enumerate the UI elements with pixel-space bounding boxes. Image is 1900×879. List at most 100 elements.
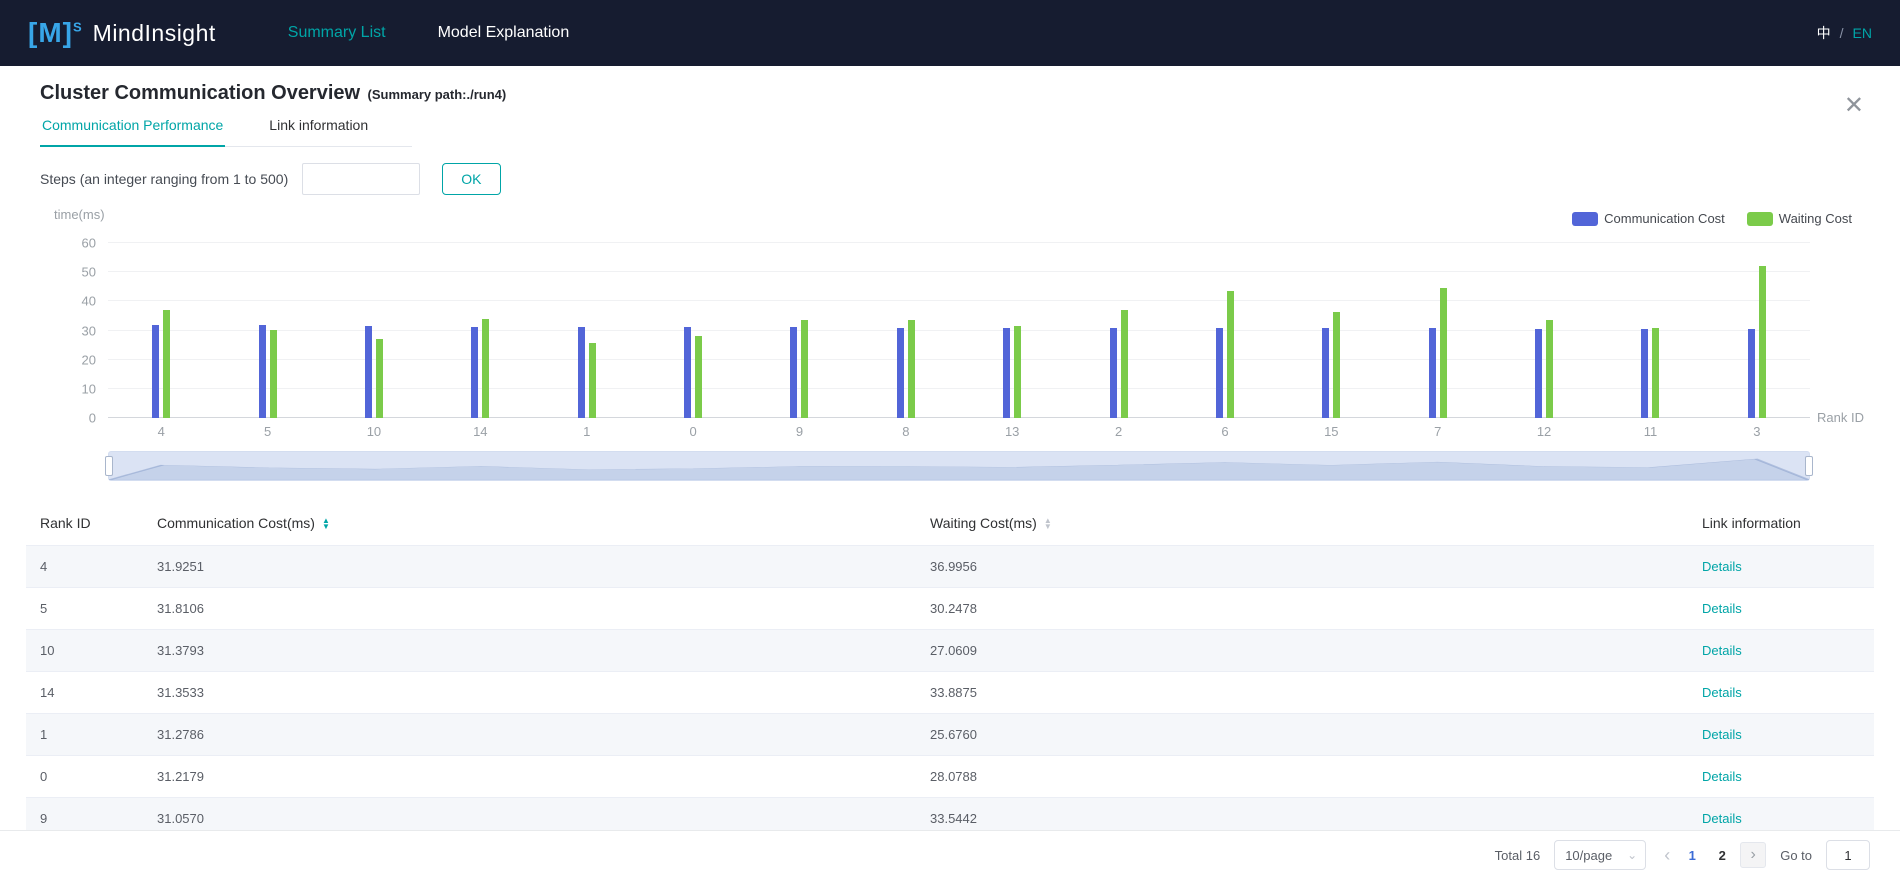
language-switcher: 中 / EN — [1817, 23, 1872, 43]
x-tick-label: 1 — [534, 424, 640, 439]
datazoom-selected-range[interactable] — [109, 452, 1809, 480]
steps-input[interactable] — [302, 163, 420, 195]
cell-wait: 30.2478 — [930, 587, 1702, 629]
bar-group-rank-12 — [1491, 243, 1597, 418]
bar-group-rank-4 — [108, 243, 214, 418]
bar-communication-cost — [365, 326, 372, 418]
sort-icon[interactable]: ▲▼ — [322, 518, 330, 530]
x-tick-label: 11 — [1597, 424, 1703, 439]
y-tick-label: 30 — [82, 323, 96, 338]
sort-desc-icon: ▼ — [1044, 524, 1052, 530]
table-row: 1031.379327.0609Details — [26, 629, 1874, 671]
bar-waiting-cost — [376, 339, 383, 418]
x-tick-label: 5 — [214, 424, 320, 439]
x-tick-label: 6 — [1172, 424, 1278, 439]
page-number-2[interactable]: 2 — [1710, 848, 1734, 863]
legend-item-communication-cost[interactable]: Communication Cost — [1572, 211, 1725, 226]
bar-group-rank-9 — [746, 243, 852, 418]
y-tick-label: 40 — [82, 294, 96, 309]
details-link[interactable]: Details — [1702, 727, 1742, 742]
legend-label: Communication Cost — [1604, 211, 1725, 226]
datazoom-left-handle[interactable] — [105, 456, 113, 476]
tab-link-information[interactable]: Link information — [267, 117, 370, 146]
legend-item-waiting-cost[interactable]: Waiting Cost — [1747, 211, 1852, 226]
prev-page-icon[interactable]: ‹ — [1660, 845, 1674, 866]
bar-group-rank-6 — [1172, 243, 1278, 418]
cell-wait: 33.8875 — [930, 671, 1702, 713]
legend-label: Waiting Cost — [1779, 211, 1852, 226]
table-row: 1431.353333.8875Details — [26, 671, 1874, 713]
lang-zh-toggle[interactable]: 中 — [1817, 23, 1831, 43]
column-header-rank-id: Rank ID — [26, 501, 157, 545]
cell-wait: 27.0609 — [930, 629, 1702, 671]
nav-tab-model-explanation[interactable]: Model Explanation — [412, 0, 596, 66]
table-row: 431.925136.9956Details — [26, 545, 1874, 587]
details-link[interactable]: Details — [1702, 811, 1742, 826]
bar-communication-cost — [1641, 329, 1648, 418]
page-number-1[interactable]: 1 — [1680, 848, 1704, 863]
bar-group-rank-10 — [321, 243, 427, 418]
mindinsight-logo-icon: [M]S — [28, 17, 83, 49]
bar-group-rank-0 — [640, 243, 746, 418]
close-icon[interactable]: ✕ — [1844, 94, 1864, 118]
table-body: 431.925136.9956Details531.810630.2478Det… — [26, 545, 1874, 839]
tab-communication-performance[interactable]: Communication Performance — [40, 117, 225, 147]
datazoom-slider[interactable] — [108, 451, 1810, 481]
bar-communication-cost — [1322, 328, 1329, 418]
column-header-link-information: Link information — [1702, 501, 1874, 545]
details-link[interactable]: Details — [1702, 685, 1742, 700]
logo-text: [M] — [28, 17, 73, 48]
cell-link: Details — [1702, 713, 1874, 755]
cell-link: Details — [1702, 629, 1874, 671]
bar-waiting-cost — [482, 319, 489, 418]
next-page-icon[interactable]: › — [1740, 842, 1766, 868]
app-root: { "colors": { "accent_teal": "#00a5a7", … — [0, 0, 1900, 879]
pager-pages: 12 — [1680, 848, 1734, 863]
cell-rank: 0 — [26, 755, 157, 797]
x-tick-label: 13 — [959, 424, 1065, 439]
cell-rank: 4 — [26, 545, 157, 587]
nav-tab-summary-list[interactable]: Summary List — [262, 0, 412, 66]
details-link[interactable]: Details — [1702, 769, 1742, 784]
page-size-select[interactable]: 10/page ⌄ — [1554, 840, 1646, 870]
lang-en-toggle[interactable]: EN — [1853, 25, 1872, 41]
goto-page-input[interactable] — [1826, 840, 1870, 870]
column-header-communication-cost-ms[interactable]: Communication Cost(ms)▲▼ — [157, 501, 930, 545]
steps-filter-row: Steps (an integer ranging from 1 to 500)… — [40, 163, 1860, 195]
x-tick-label: 8 — [853, 424, 959, 439]
bar-communication-cost — [152, 325, 159, 418]
brand-name: MindInsight — [93, 20, 216, 47]
details-link[interactable]: Details — [1702, 601, 1742, 616]
y-tick-label: 50 — [82, 265, 96, 280]
cell-comm: 31.2179 — [157, 755, 930, 797]
bar-waiting-cost — [1652, 328, 1659, 418]
x-tick-label: 12 — [1491, 424, 1597, 439]
navbar-tabs: Summary ListModel Explanation — [262, 0, 595, 66]
column-label: Waiting Cost(ms) — [930, 515, 1037, 531]
cell-link: Details — [1702, 545, 1874, 587]
page-size-value: 10/page — [1565, 848, 1612, 863]
cell-rank: 1 — [26, 713, 157, 755]
column-label: Rank ID — [40, 515, 91, 531]
cell-link: Details — [1702, 587, 1874, 629]
bar-communication-cost — [1216, 328, 1223, 418]
details-link[interactable]: Details — [1702, 559, 1742, 574]
cell-comm: 31.3533 — [157, 671, 930, 713]
cell-comm: 31.8106 — [157, 587, 930, 629]
pager: ‹ 12 › — [1660, 842, 1766, 868]
details-link[interactable]: Details — [1702, 643, 1742, 658]
chart-legend: Communication Cost Waiting Cost — [1572, 211, 1852, 226]
x-tick-label: 2 — [1065, 424, 1171, 439]
sort-icon[interactable]: ▲▼ — [1044, 518, 1052, 530]
table-row: 031.217928.0788Details — [26, 755, 1874, 797]
bar-communication-cost — [790, 327, 797, 418]
bar-waiting-cost — [908, 320, 915, 418]
ok-button[interactable]: OK — [442, 163, 500, 195]
bar-group-rank-3 — [1704, 243, 1810, 418]
column-header-waiting-cost-ms[interactable]: Waiting Cost(ms) ▲▼ — [930, 501, 1702, 545]
bar-groups — [108, 243, 1810, 418]
y-tick-label: 0 — [89, 411, 96, 426]
x-tick-label: 4 — [108, 424, 214, 439]
bar-communication-cost — [471, 327, 478, 418]
datazoom-right-handle[interactable] — [1805, 456, 1813, 476]
